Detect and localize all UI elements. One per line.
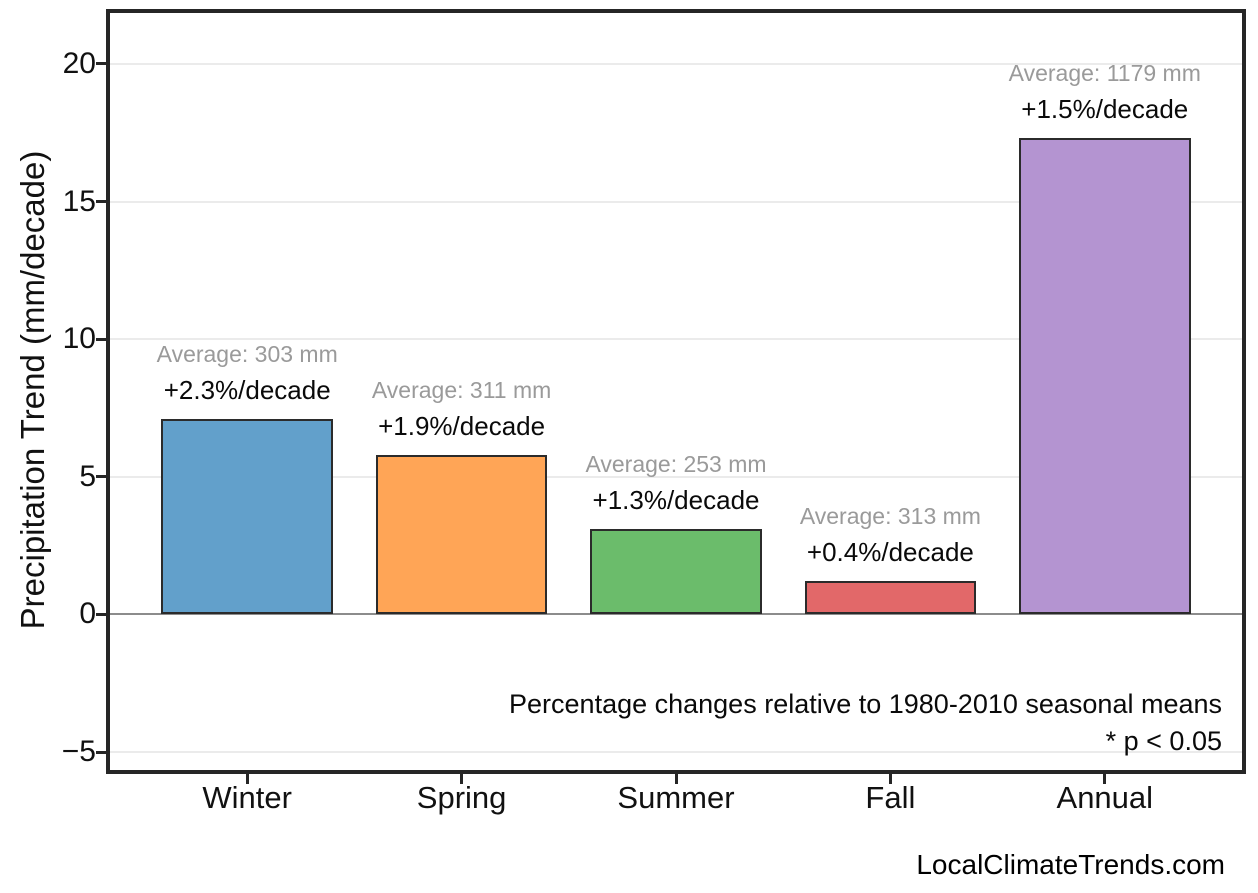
y-gridline (110, 62, 1242, 65)
note-significance: * p < 0.05 (1105, 726, 1222, 756)
bar-annotation-summer: Average: 253 mm +1.3%/decade (585, 447, 766, 519)
y-tick-mark (96, 475, 106, 479)
y-tick-label: 5 (79, 459, 96, 493)
trend-label-winter: +2.3%/decade (163, 375, 331, 406)
y-tick-mark (96, 612, 106, 616)
y-tick-mark (96, 200, 106, 204)
average-label-winter: Average: 303 mm (156, 341, 338, 368)
bar-annotation-annual: Average: 1179 mm +1.5%/decade (1009, 56, 1201, 128)
average-label-annual: Average: 1179 mm (1008, 60, 1201, 87)
x-tick-label-summer: Summer (617, 780, 735, 815)
y-tick-mark (96, 750, 106, 754)
y-tick-mark (96, 62, 106, 66)
y-tick-mark (96, 337, 106, 341)
chart-notes: Percentage changes relative to 1980-2010… (509, 686, 1222, 760)
bar-spring (375, 454, 548, 615)
trend-label-fall: +0.4%/decade (806, 537, 974, 568)
bar-fall (804, 581, 977, 615)
trend-label-spring: +1.9%/decade (378, 410, 546, 441)
y-axis-title: Precipitation Trend (mm/decade) (14, 150, 51, 630)
average-label-fall: Average: 313 mm (799, 503, 981, 530)
bar-summer (590, 529, 762, 615)
y-gridline (110, 200, 1242, 203)
x-tick-mark (1103, 774, 1107, 784)
y-gridline (110, 751, 1242, 754)
trend-label-summer: +1.3%/decade (592, 485, 760, 516)
average-label-spring: Average: 311 mm (371, 376, 552, 403)
x-tick-label-fall: Fall (865, 780, 916, 815)
bar-winter (161, 419, 333, 615)
bar-annotation-fall: Average: 313 mm +0.4%/decade (800, 499, 981, 571)
y-tick-label: 20 (62, 46, 96, 80)
watermark: LocalClimateTrends.com (916, 849, 1225, 880)
note-percentage-basis: Percentage changes relative to 1980-2010… (509, 689, 1222, 719)
plot-area: Average: 303 mm +2.3%/decade Average: 311 … (106, 9, 1246, 774)
trend-label-annual: +1.5%/decade (1021, 94, 1189, 125)
x-tick-mark (460, 774, 464, 784)
x-tick-mark (245, 774, 249, 784)
x-tick-mark (888, 774, 892, 784)
y-gridline (110, 338, 1242, 341)
y-tick-label: 10 (62, 322, 96, 356)
y-tick-label: 15 (62, 184, 96, 218)
y-gridline (110, 475, 1242, 478)
bar-annual (1019, 138, 1191, 615)
x-tick-mark (674, 774, 678, 784)
x-tick-label-annual: Annual (1056, 780, 1154, 815)
average-label-summer: Average: 253 mm (585, 451, 767, 478)
x-tick-label-winter: Winter (202, 780, 292, 815)
x-tick-label-spring: Spring (416, 780, 507, 815)
bar-annotation-spring: Average: 311 mm +1.9%/decade (372, 373, 551, 445)
y-tick-label: −5 (61, 735, 96, 769)
y-tick-label: 0 (79, 597, 96, 631)
zero-line (110, 613, 1242, 616)
bar-annotation-winter: Average: 303 mm +2.3%/decade (157, 337, 338, 409)
